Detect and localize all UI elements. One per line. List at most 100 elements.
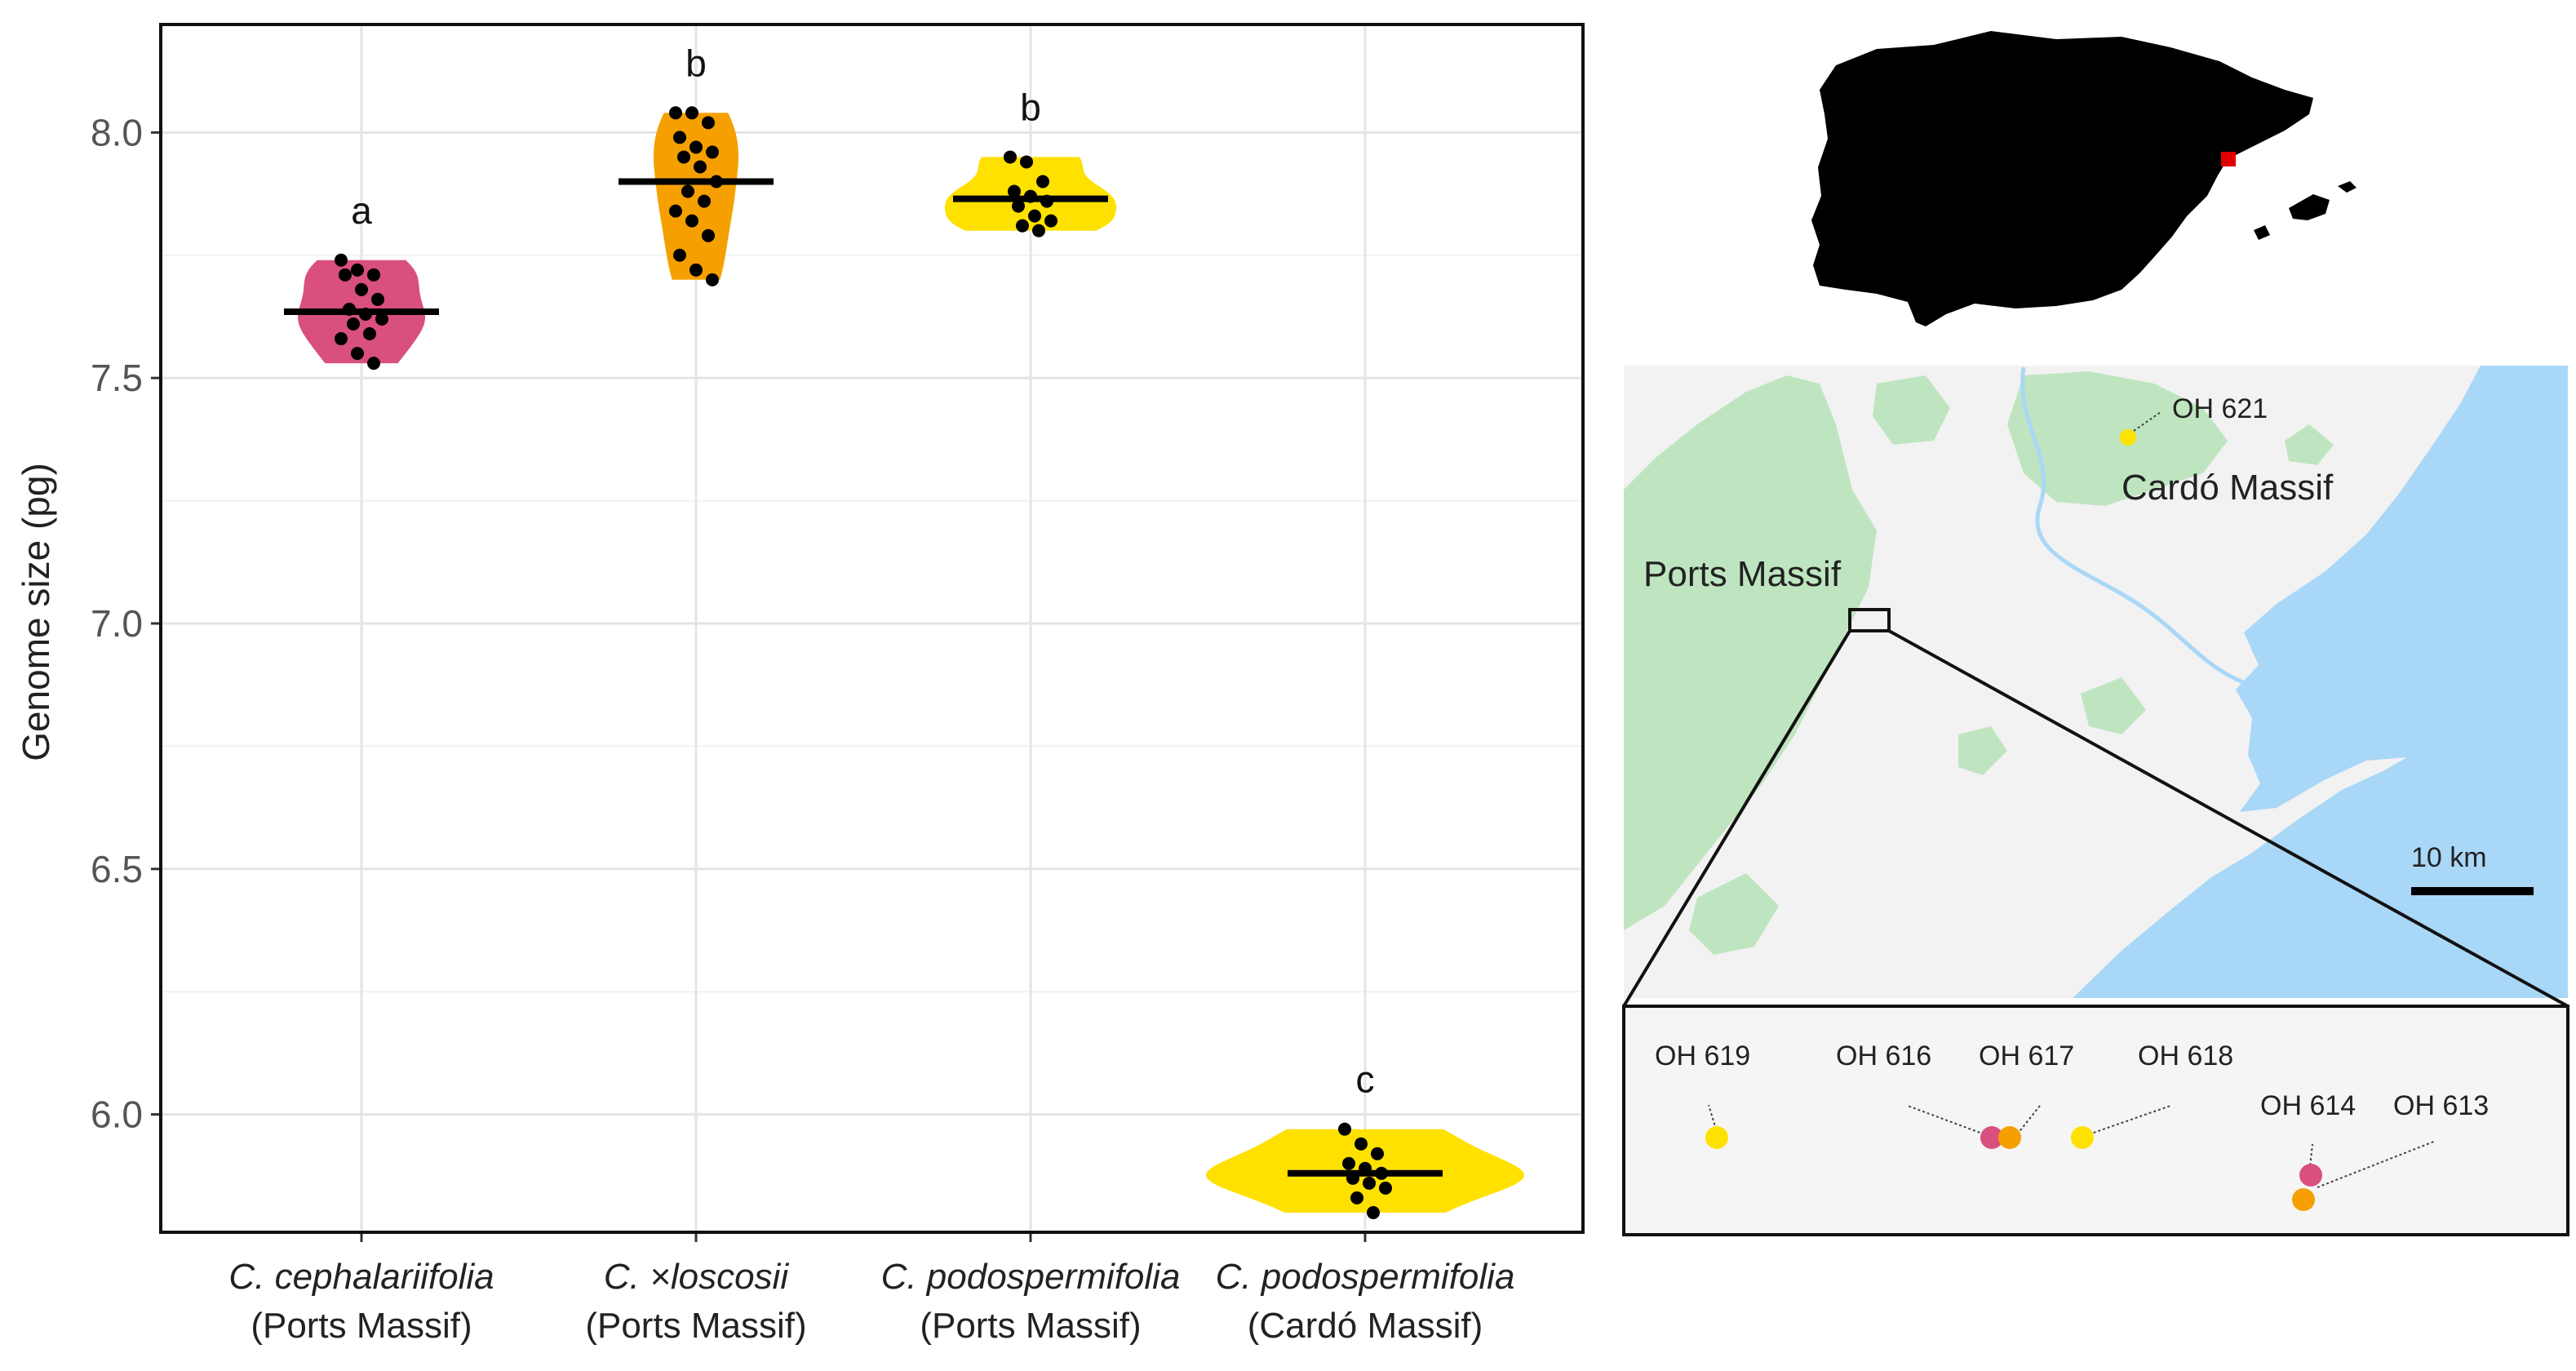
data-point (1367, 1205, 1380, 1219)
x-category-location: (Ports Massif) (920, 1306, 1142, 1346)
inset-connector-left (1622, 629, 1851, 1008)
data-point (677, 150, 690, 164)
site-oh-619-label: OH 619 (1655, 1040, 1750, 1072)
data-point (673, 248, 686, 262)
sea (2073, 366, 2568, 998)
data-point (339, 268, 352, 282)
x-category-species: C. cephalariifolia (228, 1257, 494, 1297)
significance-letter: b (1020, 86, 1041, 128)
data-point (1355, 1137, 1368, 1151)
site-oh-618-label: OH 618 (2138, 1040, 2233, 1072)
x-category-label: C. podospermifolia (Cardó Massif) (1153, 1253, 1577, 1351)
site-oh-616-marker (1980, 1126, 2003, 1149)
x-category-location: (Ports Massif) (585, 1306, 807, 1346)
data-point (347, 317, 360, 331)
site-oh-618-marker (2071, 1126, 2094, 1149)
y-tick-label: 7.5 (91, 357, 143, 399)
x-category-label: C. podospermifolia (Ports Massif) (818, 1253, 1243, 1351)
data-point (1375, 1166, 1388, 1180)
y-axis-title: Genome size (pg) (15, 463, 57, 761)
data-point (335, 332, 348, 346)
data-point (685, 106, 698, 120)
scale-bar-label: 10 km (2411, 842, 2487, 873)
significance-letter: a (351, 189, 372, 232)
gridlines (161, 24, 1583, 1232)
ports-massif-label: Ports Massif (1643, 554, 1842, 594)
data-point (689, 140, 703, 154)
data-point (698, 194, 711, 208)
site-oh-619-marker (1705, 1126, 1728, 1149)
iberian-peninsula-silhouette (1811, 31, 2313, 326)
data-point (1016, 219, 1029, 233)
site-oh-616-label: OH 616 (1836, 1040, 1931, 1072)
data-point (375, 312, 388, 326)
site-oh-621-leader (2133, 411, 2161, 432)
significance-letters: a b b c (351, 42, 1374, 1100)
data-point (1028, 209, 1041, 223)
regional-map: OH 621 Cardó Massif Ports Massif 10 km (1622, 366, 2569, 1008)
site-oh-617-label: OH 617 (1979, 1040, 2074, 1072)
y-tick-label: 6.0 (91, 1094, 143, 1136)
data-point (343, 302, 356, 316)
x-category-location: (Ports Massif) (251, 1306, 472, 1346)
data-point (685, 214, 698, 228)
data-point (1008, 184, 1021, 198)
cardo-massif-label: Cardó Massif (2122, 468, 2334, 508)
data-point (367, 357, 380, 370)
data-point (681, 184, 694, 198)
data-point (669, 204, 682, 218)
site-oh-617-marker (1998, 1126, 2021, 1149)
plot-frame (159, 23, 1585, 1234)
data-point (706, 273, 719, 286)
data-point (1032, 224, 1045, 237)
x-category-label: C. ×loscosii (Ports Massif) (484, 1253, 908, 1351)
data-point (1020, 155, 1033, 169)
minorca-island (2338, 181, 2357, 193)
study-area-marker (2221, 152, 2236, 166)
data-point (335, 253, 348, 267)
forest-areas (1624, 371, 2334, 955)
data-point (355, 282, 368, 296)
x-category-species: C. podospermifolia (880, 1257, 1181, 1297)
data-point (1044, 214, 1057, 228)
y-tick-label: 8.0 (91, 111, 143, 153)
data-point (1338, 1122, 1351, 1136)
data-point (371, 292, 384, 306)
inset-frame (1622, 1005, 2569, 1236)
y-tick-label: 7.0 (91, 602, 143, 645)
data-point (1371, 1147, 1384, 1160)
site-oh-614-label: OH 614 (2260, 1090, 2356, 1121)
x-category-species: C. ×loscosii (603, 1257, 789, 1297)
site-oh-613-label: OH 613 (2393, 1090, 2489, 1121)
data-point (673, 131, 686, 144)
mallorca-island (2289, 194, 2330, 220)
data-point (1040, 194, 1053, 208)
data-point (1342, 1156, 1355, 1170)
violins (298, 113, 1524, 1213)
data-point (1379, 1181, 1392, 1195)
data-point (710, 175, 723, 189)
violin-chart: a b b c 6.0 6.5 7.0 7.5 8.0 (91, 23, 1585, 1242)
data-point (689, 263, 703, 277)
data-point (1004, 150, 1017, 164)
inset-connector-right (1888, 629, 2569, 1008)
data-point (363, 327, 376, 341)
data-point (694, 160, 707, 174)
y-axis-ticks: 6.0 6.5 7.0 7.5 8.0 (91, 111, 161, 1136)
significance-letter: c (1356, 1058, 1375, 1101)
data-point (706, 145, 719, 159)
data-point (1363, 1176, 1376, 1190)
river-ebro (2020, 366, 2409, 749)
data-point (702, 228, 715, 242)
data-point (351, 263, 364, 277)
data-point (351, 347, 364, 361)
y-tick-label: 6.5 (91, 848, 143, 890)
significance-letter: b (685, 42, 707, 84)
data-point (702, 116, 715, 130)
inset-location-box (1848, 608, 1891, 632)
median-lines (284, 178, 1443, 1177)
data-point (1350, 1191, 1363, 1205)
data-point (1036, 175, 1049, 189)
data-points (335, 106, 1392, 1219)
